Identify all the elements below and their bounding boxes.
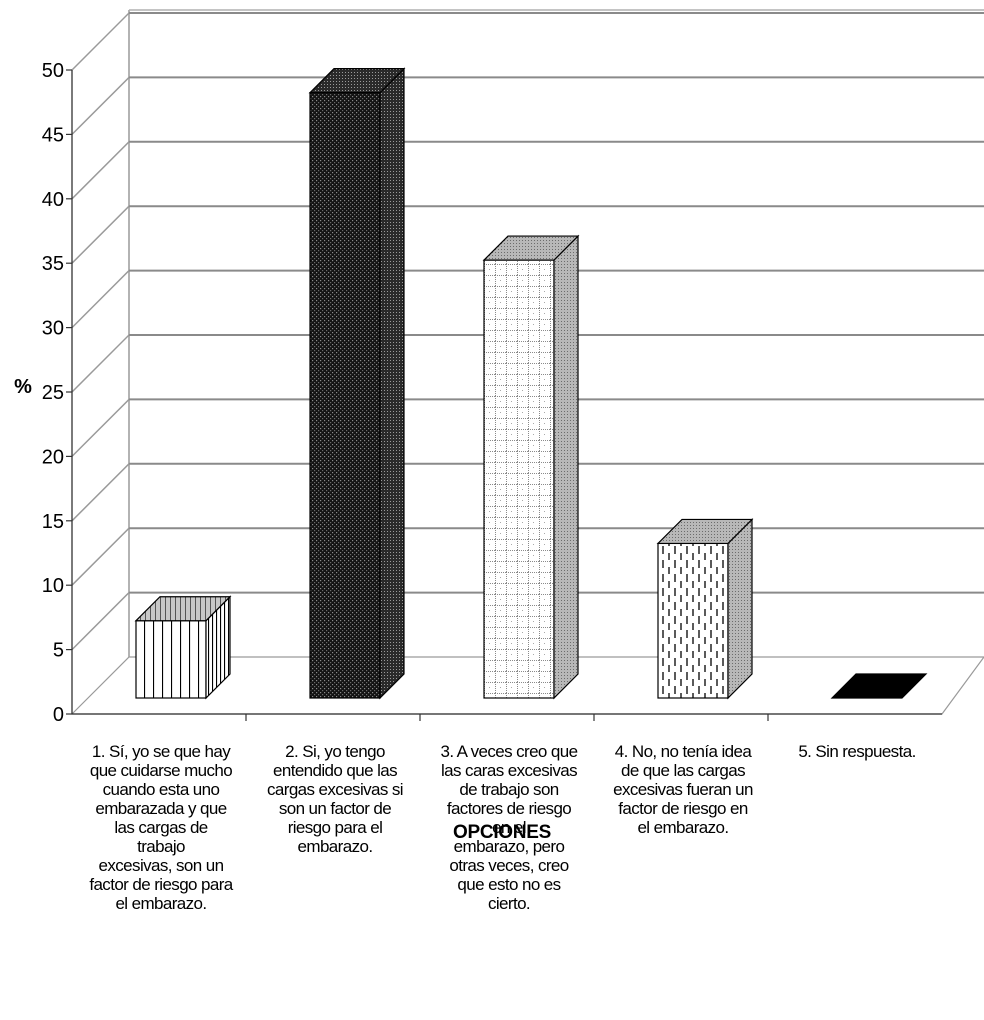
x-tick-label: 2. Si, yo tengo entendido que las cargas e… bbox=[251, 742, 419, 856]
bar bbox=[656, 517, 754, 700]
bar-top bbox=[482, 235, 580, 261]
bar-front bbox=[483, 259, 555, 699]
x-tick-label-line: en el bbox=[492, 818, 526, 837]
x-tick-label-line: embarazo, pero bbox=[453, 837, 565, 856]
y-tick-label: 5 bbox=[53, 640, 64, 662]
bar-top bbox=[830, 673, 928, 699]
gridline-diagonal bbox=[71, 76, 130, 135]
y-tick-label: 10 bbox=[42, 575, 64, 597]
gridline-diagonal bbox=[71, 463, 130, 522]
gridline-diagonal bbox=[71, 270, 130, 329]
y-axis-title: % bbox=[14, 376, 32, 398]
bar-side bbox=[379, 67, 405, 700]
x-tick-label-line: que cuidarse mucho bbox=[89, 761, 233, 780]
bar bbox=[308, 67, 406, 700]
x-tick-label-line: que esto no es bbox=[457, 875, 561, 894]
x-tick-label: 1. Sí, yo se que hay que cuidarse mucho cu… bbox=[77, 742, 245, 913]
gridline-diagonal bbox=[71, 141, 130, 200]
x-tick-label-line: 2. Si, yo tengo bbox=[285, 742, 385, 761]
bar-top bbox=[134, 596, 232, 622]
gridline-diagonal bbox=[71, 398, 130, 457]
y-tick-label: 0 bbox=[53, 704, 64, 726]
y-tick-label: 35 bbox=[42, 253, 64, 275]
bar-front bbox=[135, 620, 207, 699]
bar bbox=[830, 673, 928, 699]
x-tick-label-line: cierto. bbox=[487, 894, 531, 913]
x-tick-label-line: 5. Sin respuesta. bbox=[798, 742, 916, 761]
x-tick-label-line: embarazo. bbox=[297, 837, 374, 856]
y-tick-label: 30 bbox=[42, 318, 64, 340]
x-axis-title: OPCIONES bbox=[453, 822, 551, 843]
x-tick-label-line: de que las cargas bbox=[621, 761, 746, 780]
x-tick-label-line: embarazada y que bbox=[95, 799, 227, 818]
x-tick-label-line: riesgo para el bbox=[287, 818, 383, 837]
x-tick-label-line: cuando esta uno bbox=[102, 780, 220, 799]
x-tick-label-line: entendido que las bbox=[272, 761, 398, 780]
x-tick-label-line: factor de riesgo en bbox=[618, 799, 748, 818]
x-tick-label-line: de trabajo son bbox=[459, 780, 559, 799]
x-tick-label-line: otras veces, creo bbox=[449, 856, 569, 875]
bar-top bbox=[308, 68, 406, 94]
y-tick-label: 25 bbox=[42, 382, 64, 404]
gridline-diagonal bbox=[71, 205, 130, 264]
bar bbox=[482, 234, 580, 700]
x-tick-label: 5. Sin respuesta. bbox=[773, 742, 941, 761]
bar bbox=[134, 595, 232, 700]
y-tick-label: 15 bbox=[42, 511, 64, 533]
bar-side bbox=[727, 517, 753, 700]
x-tick-label-line: 1. Sí, yo se que hay bbox=[91, 742, 231, 761]
bar-side bbox=[553, 234, 579, 700]
x-tick-label: 3. A veces creo que las caras excesivas de… bbox=[425, 742, 593, 913]
x-tick-label-line: factores de riesgo bbox=[446, 799, 572, 818]
x-tick-label-line: factor de riesgo para bbox=[89, 875, 233, 894]
x-tick-label-line: excesivas fueran un bbox=[613, 780, 753, 799]
x-tick-label-line: trabajo bbox=[137, 837, 185, 856]
x-tick-label-line: cargas excesivas si bbox=[267, 780, 404, 799]
x-tick-label-line: 4. No, no tenía idea bbox=[614, 742, 752, 761]
x-tick-label-line: las cargas de bbox=[114, 818, 208, 837]
x-tick-label: 4. No, no tenía idea de que las cargas exc… bbox=[599, 742, 767, 837]
bar-front bbox=[657, 542, 729, 699]
gridline-diagonal bbox=[71, 334, 130, 393]
bar-top bbox=[656, 518, 754, 545]
gridline-diagonal bbox=[71, 592, 130, 651]
x-tick-label-line: excesivas, son un bbox=[98, 856, 225, 875]
gridline-diagonal bbox=[71, 527, 130, 586]
y-tick-label: 20 bbox=[42, 446, 64, 468]
y-tick-label: 50 bbox=[42, 60, 64, 82]
x-tick-label-line: 3. A veces creo que bbox=[440, 742, 579, 761]
y-tick-label: 45 bbox=[42, 124, 64, 146]
x-tick-label-line: el embarazo. bbox=[115, 894, 207, 913]
y-tick-label: 40 bbox=[42, 189, 64, 211]
x-tick-label-line: las caras excesivas bbox=[441, 761, 578, 780]
x-tick-label-line: son un factor de bbox=[278, 799, 392, 818]
bar-front bbox=[309, 92, 381, 699]
x-tick-label-line: el embarazo. bbox=[637, 818, 729, 837]
gridline-diagonal bbox=[71, 12, 130, 71]
